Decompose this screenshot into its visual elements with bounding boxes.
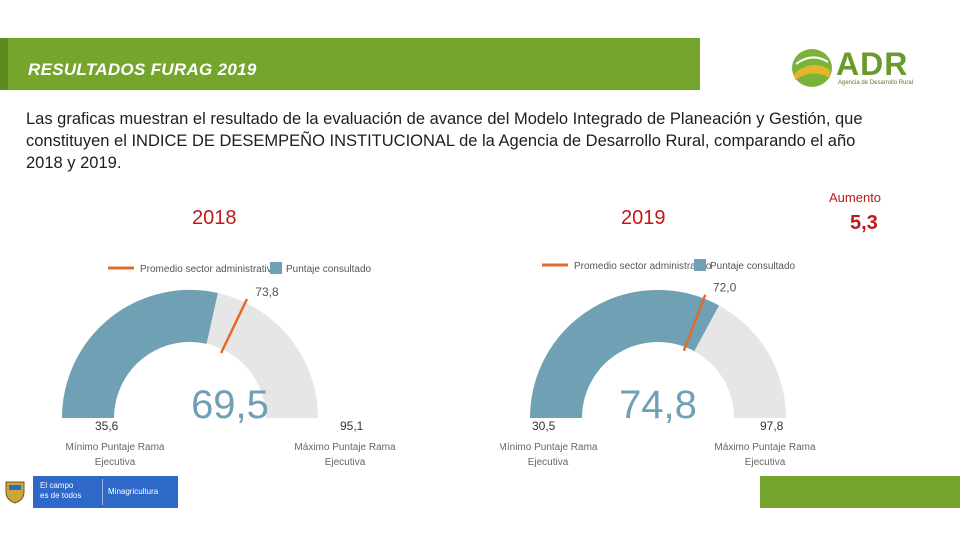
page-title: RESULTADOS FURAG 2019 [28, 60, 257, 79]
min-caption-line2: Ejecutiva [528, 457, 569, 468]
legend-score-label: Puntaje consultado [286, 264, 372, 275]
max-caption-line1: Máximo Puntaje Rama [294, 442, 396, 453]
increase-label: Aumento [829, 190, 882, 205]
legend-score-swatch [270, 262, 282, 274]
max-value-label: 95,1 [340, 419, 364, 433]
footer-government-logo: El campo es de todos Minagricultura [0, 476, 178, 508]
max-value-label: 97,8 [760, 419, 784, 433]
campo-line-1: El campo [40, 481, 74, 490]
min-caption-line1: Mínimo Puntaje Rama [66, 442, 165, 453]
min-caption-line2: Ejecutiva [95, 457, 136, 468]
average-marker [682, 294, 707, 352]
ministry-name: Minagricultura [108, 487, 159, 496]
campo-line-2: es de todos [40, 491, 82, 500]
score-value-label: 74,8 [619, 383, 697, 427]
campo-slogan: El campo es de todos [40, 481, 100, 501]
adr-logo-icon [792, 49, 832, 87]
gauge-score-arc [530, 290, 719, 419]
min-caption-line1: Mínimo Puntaje Rama [500, 442, 598, 453]
title-banner [0, 38, 700, 90]
increase-value: 5,3 [850, 212, 878, 234]
year-2019-label: 2019 [621, 207, 666, 229]
min-value-label: 30,5 [532, 419, 556, 433]
score-value-label: 69,5 [191, 383, 269, 427]
legend-score-swatch [694, 259, 706, 271]
footer-green-bar [760, 476, 960, 508]
min-value-label: 35,6 [95, 419, 119, 433]
gauge-chart-2018: Promedio sector administrativo Puntaje c… [62, 262, 396, 468]
max-caption-line2: Ejecutiva [745, 457, 786, 468]
year-2018-label: 2018 [192, 207, 237, 229]
max-caption-line2: Ejecutiva [325, 457, 366, 468]
footer-blue-band [33, 476, 178, 508]
legend-average-label: Promedio sector administrativo [574, 261, 712, 272]
legend-average-label: Promedio sector administrativo [140, 264, 278, 275]
average-value-label: 72,0 [713, 280, 737, 294]
legend-score-label: Puntaje consultado [710, 261, 796, 272]
gauge-score-arc [62, 289, 218, 419]
average-marker [219, 298, 249, 354]
banner-accent [0, 38, 8, 90]
logo-name: ADR [836, 46, 909, 82]
banner-stripes [628, 38, 680, 90]
logo-subtitle: Agencia de Desarrollo Rural [838, 80, 914, 86]
max-caption-line1: Máximo Puntaje Rama [714, 442, 816, 453]
gauge-chart-2019: Promedio sector administrativo Puntaje c… [500, 259, 816, 468]
footer-divider [102, 479, 103, 505]
colombia-shield-icon [5, 481, 25, 504]
average-value-label: 73,8 [255, 285, 279, 299]
intro-paragraph: Las graficas muestran el resultado de la… [26, 110, 863, 172]
